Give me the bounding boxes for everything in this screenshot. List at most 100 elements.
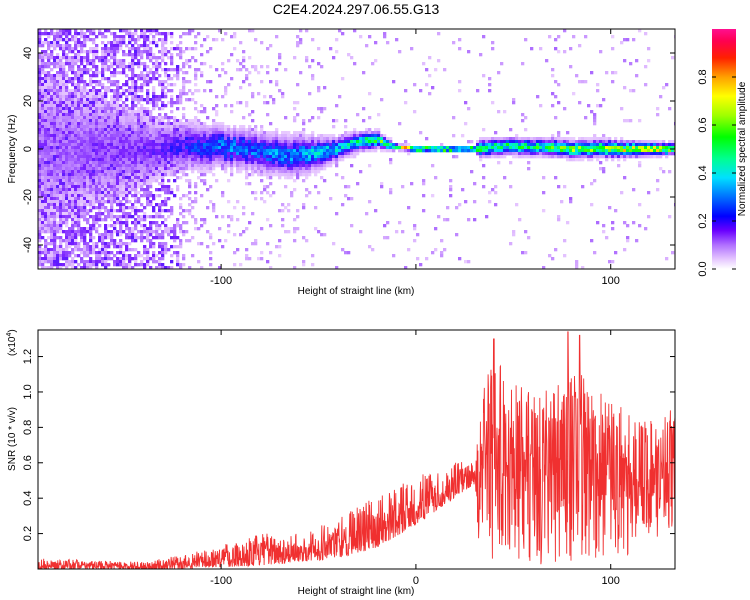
spectrogram-cell <box>314 149 318 153</box>
spectrogram-cell <box>56 134 60 138</box>
spectrogram-cell <box>293 134 297 138</box>
spectrogram-cell <box>182 86 186 90</box>
spectrogram-cell <box>50 206 54 210</box>
spectrogram-cell <box>137 218 141 222</box>
spectrogram-cell <box>104 161 108 165</box>
spectrogram-cell <box>428 149 432 153</box>
spectrogram-cell <box>263 134 267 138</box>
spectrogram-cell <box>41 206 45 210</box>
spectrogram-cell <box>164 191 168 195</box>
spectrogram-cell <box>590 158 594 162</box>
spectrogram-cell <box>161 257 165 261</box>
spectrogram-cell <box>155 194 159 198</box>
spectrogram-cell <box>44 140 48 144</box>
spectrogram-cell <box>92 176 96 180</box>
spectrogram-cell <box>200 266 204 269</box>
spectrogram-cell <box>278 56 282 60</box>
spectrogram-cell <box>167 266 171 269</box>
spectrogram-cell <box>146 128 150 132</box>
spectrogram-cell <box>113 116 117 120</box>
spectrogram-cell <box>179 224 183 228</box>
spectrogram-cell <box>119 41 123 45</box>
spectrogram-cell <box>563 29 567 33</box>
spectrogram-cell <box>41 95 45 99</box>
spectrogram-cell <box>68 128 72 132</box>
spectrogram-cell <box>128 107 132 111</box>
spectrogram-cell <box>206 35 210 39</box>
spectrogram-cell <box>98 143 102 147</box>
spectrogram-cell <box>80 74 84 78</box>
spectrogram-cell <box>302 119 306 123</box>
spectrogram-cell <box>128 233 132 237</box>
spectrogram-cell <box>56 101 60 105</box>
spectrogram-cell <box>269 131 273 135</box>
spectrogram-cell <box>113 194 117 198</box>
spectrogram-cell <box>149 191 153 195</box>
spectrogram-cell <box>95 113 99 117</box>
spectrogram-cell <box>101 248 105 252</box>
spectrogram-cell <box>272 173 276 177</box>
spectrogram-cell <box>107 155 111 159</box>
spectrogram-cell <box>260 251 264 255</box>
spectrogram-cell <box>182 71 186 75</box>
spectrogram-cell <box>161 155 165 159</box>
spectrogram-cell <box>173 179 177 183</box>
spectrogram-cell <box>92 92 96 96</box>
spectrogram-cell <box>131 125 135 129</box>
spectrogram-cell <box>308 161 312 165</box>
spectrogram-cell <box>593 149 597 153</box>
spectrogram-cell <box>194 47 198 51</box>
spectrogram-cell <box>44 149 48 153</box>
spectrogram-cell <box>116 221 120 225</box>
spectrogram-cell <box>59 29 63 33</box>
spectrogram-cell <box>59 92 63 96</box>
spectrogram-cell <box>50 179 54 183</box>
spectrogram-cell <box>368 245 372 249</box>
spectrogram-cell <box>398 143 402 147</box>
spectrogram-cell <box>332 125 336 129</box>
spectrogram-cell <box>188 119 192 123</box>
spectrogram-cell <box>458 203 462 207</box>
spectrogram-cell <box>161 68 165 72</box>
spectrogram-cell <box>140 176 144 180</box>
spectrogram-cell <box>77 179 81 183</box>
spectrogram-cell <box>59 68 63 72</box>
spectrogram-cell <box>38 128 42 132</box>
spectrogram-cell <box>86 251 90 255</box>
spectrogram-cell <box>110 140 114 144</box>
spectrogram-cell <box>275 155 279 159</box>
spectrogram-cell <box>209 47 213 51</box>
spectrogram-cell <box>296 215 300 219</box>
spectrogram-cell <box>284 185 288 189</box>
spectrogram-cell <box>197 131 201 135</box>
spectrogram-cell <box>122 212 126 216</box>
spectrogram-cell <box>224 71 228 75</box>
spectrogram-cell <box>131 56 135 60</box>
spectrogram-cell <box>143 68 147 72</box>
spectrogram-cell <box>218 158 222 162</box>
spectrogram-cell <box>158 161 162 165</box>
spectrogram-cell <box>173 101 177 105</box>
spectrogram-cell <box>554 47 558 51</box>
spectrogram-cell <box>83 98 87 102</box>
spectrogram-cell <box>143 206 147 210</box>
spectrogram-cell <box>74 71 78 75</box>
spectrogram-cell <box>125 266 129 269</box>
spectrogram-cell <box>107 47 111 51</box>
spectrogram-cell <box>467 260 471 264</box>
spectrogram-cell <box>44 89 48 93</box>
spectrogram-cell <box>80 227 84 231</box>
spectrogram-cell <box>71 107 75 111</box>
spectrogram-cell <box>47 128 51 132</box>
spectrogram-cell <box>134 158 138 162</box>
spectrogram-cell <box>254 170 258 174</box>
spectrogram-cell <box>467 146 471 150</box>
spectrogram-cell <box>113 92 117 96</box>
spectrogram-cell <box>125 242 129 246</box>
spectrogram-cell <box>188 152 192 156</box>
spectrogram-cell <box>125 152 129 156</box>
spectrogram-cell <box>119 107 123 111</box>
spectrogram-cell <box>461 188 465 192</box>
spectrogram-cell <box>86 146 90 150</box>
spectrogram-cell <box>44 251 48 255</box>
